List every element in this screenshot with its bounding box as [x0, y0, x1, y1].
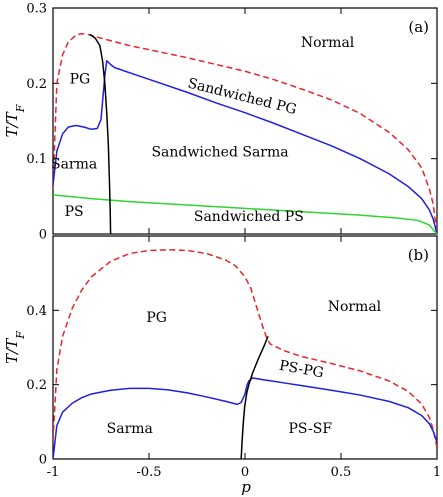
panel-b-ytick-label: 0.2 [26, 378, 47, 393]
panel-a-region-label: Sarma [51, 156, 97, 172]
panel-a-ytick-label: 0.1 [26, 152, 47, 167]
panel-b-tag: (b) [408, 246, 429, 264]
panel-a-region-label: Sandwiched PS [194, 209, 304, 225]
panel-a-ytick-label: 0.3 [26, 2, 47, 17]
panel-b-xtick-label: -1 [47, 465, 60, 480]
panel-b-curve-3 [240, 336, 269, 459]
panel-a-tag: (a) [408, 18, 429, 36]
panel-b-xtick-label: 1 [433, 465, 441, 480]
panel-b-xtick-label: -0.5 [136, 465, 161, 480]
panel-b-region-label: PS-PG [278, 358, 325, 382]
panel-b-region-label: PG [146, 310, 167, 326]
panel-a-ytick-label: 0 [39, 228, 47, 243]
x-axis-label: p [241, 478, 251, 496]
panel-a-curve-4 [89, 33, 112, 234]
panel-b-curve-2 [53, 377, 437, 459]
panel-b-ytick-label: 0.4 [26, 304, 47, 319]
panel-a-region-label: PS [65, 204, 84, 220]
panel-b-xtick-label: 0.5 [331, 465, 352, 480]
panel-a-curve-2 [53, 59, 437, 234]
panel-b-region-label: Normal [328, 299, 382, 315]
panel-b-region-label: Sarma [107, 421, 153, 437]
panel-a-curve-3 [53, 194, 437, 234]
panel-a-region-label: Normal [301, 35, 355, 51]
panel-a-curve-1 [53, 32, 437, 234]
panel-b-y-axis-label: T/TF [3, 331, 27, 364]
panel-b: 0 0.2 0.4 -1 -0.5 0 0.5 1 Normal PG PS-PG Sarma PS-S… [3, 235, 441, 480]
panel-b-xtick-label: 0 [241, 465, 249, 480]
panel-a-region-label: Sandwiched Sarma [151, 144, 288, 160]
panel-a-region-label: PG [70, 71, 91, 87]
panel-a-ytick-label: 0.2 [26, 77, 47, 92]
panel-b-ytick-label: 0 [39, 453, 47, 468]
panel-a-y-axis-label: T/TF [3, 104, 27, 137]
panel-b-region-label: PS-SF [288, 421, 332, 437]
panel-b-curve-1 [53, 249, 437, 449]
